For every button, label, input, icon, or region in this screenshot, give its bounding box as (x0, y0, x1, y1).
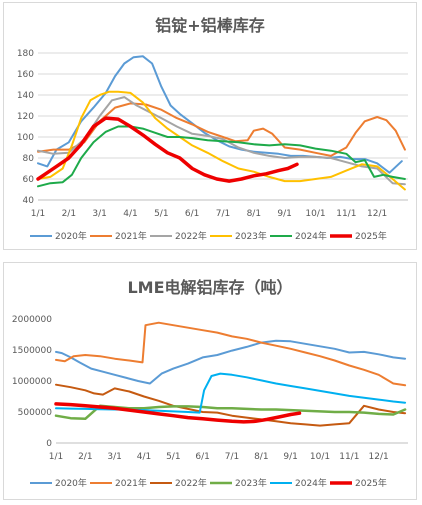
y-tick-label: 80 (23, 154, 35, 164)
y-tick-label: 2000000 (12, 315, 52, 325)
chart-title: 铝锭+铝棒库存 (155, 16, 264, 35)
x-tick-label: 12/1 (367, 209, 387, 219)
y-tick-label: 1500000 (12, 346, 52, 356)
series-line-1 (37, 102, 406, 157)
y-tick-label: 180 (17, 49, 34, 59)
x-tick-label: 4/1 (123, 209, 137, 219)
chart-panel-lme-inventory: LME电解铝库存（吨） 0 500000 1000000 1500000 2000000 1… (3, 262, 417, 500)
chart-title: LME电解铝库存（吨） (127, 278, 292, 297)
series-line-1 (55, 321, 407, 387)
series-line-4 (37, 125, 406, 188)
legend-label: 2021年 (115, 477, 147, 489)
x-tick-label: 9/1 (283, 452, 297, 462)
y-tick-label: 140 (17, 91, 34, 101)
legend-label: 2021年 (115, 230, 147, 242)
legend-label: 2024年 (295, 230, 327, 242)
x-tick-label: 8/1 (254, 452, 268, 462)
x-tick-label: 7/1 (216, 209, 230, 219)
chart-ingot-rod-inventory: 铝锭+铝棒库存 40 60 80 100 120 140 160 180 1/1 2/1 3/1 4/1… (17, 16, 408, 242)
x-tick-label: 1/1 (49, 452, 63, 462)
series-line-2 (37, 96, 406, 186)
y-tick-label: 100 (17, 133, 34, 143)
x-tick-label: 10/1 (305, 209, 325, 219)
y-tick-label: 60 (23, 175, 35, 185)
series-line-0 (37, 55, 403, 174)
x-tick-label: 9/1 (277, 209, 291, 219)
series-line-5 (36, 116, 299, 183)
y-tick-label: 1000000 (12, 377, 52, 387)
chart-lme-inventory: LME电解铝库存（吨） 0 500000 1000000 1500000 2000000 1… (12, 278, 408, 489)
x-tick-label: 7/1 (225, 452, 239, 462)
legend-label: 2023年 (235, 230, 267, 242)
chart-panel-ingot-rod-inventory: 铝锭+铝棒库存 40 60 80 100 120 140 160 180 1/1 2/1 3/1 4/1… (3, 2, 417, 250)
legend-label: 2022年 (175, 230, 207, 242)
y-tick-label: 0 (46, 439, 52, 449)
x-tick-label: 3/1 (92, 209, 106, 219)
x-tick-label: 2/1 (78, 452, 92, 462)
series-line-5 (54, 402, 302, 424)
x-tick-label: 11/1 (336, 209, 356, 219)
y-tick-label: 40 (23, 196, 35, 206)
legend-label: 2025年 (355, 477, 387, 489)
x-tick-label: 4/1 (137, 452, 151, 462)
x-tick-label: 2/1 (62, 209, 76, 219)
y-tick-label: 160 (17, 70, 34, 80)
x-tick-label: 3/1 (107, 452, 121, 462)
y-tick-label: 120 (17, 112, 34, 122)
legend-label: 2023年 (235, 477, 267, 489)
legend-label: 2025年 (355, 230, 387, 242)
legend-label: 2022年 (175, 477, 207, 489)
legend-label: 2020年 (55, 230, 87, 242)
x-tick-label: 1/1 (31, 209, 45, 219)
x-tick-label: 5/1 (154, 209, 168, 219)
x-tick-label: 12/1 (369, 452, 389, 462)
x-tick-label: 10/1 (310, 452, 330, 462)
x-tick-label: 8/1 (247, 209, 261, 219)
legend-label: 2020年 (55, 477, 87, 489)
x-tick-label: 6/1 (195, 452, 209, 462)
series-line-3 (37, 90, 406, 191)
series-line-2 (55, 383, 407, 427)
series-line-0 (55, 339, 407, 385)
y-tick-label: 500000 (18, 408, 53, 418)
x-tick-label: 11/1 (339, 452, 359, 462)
x-tick-label: 6/1 (185, 209, 199, 219)
x-tick-label: 5/1 (166, 452, 180, 462)
legend-label: 2024年 (295, 477, 327, 489)
